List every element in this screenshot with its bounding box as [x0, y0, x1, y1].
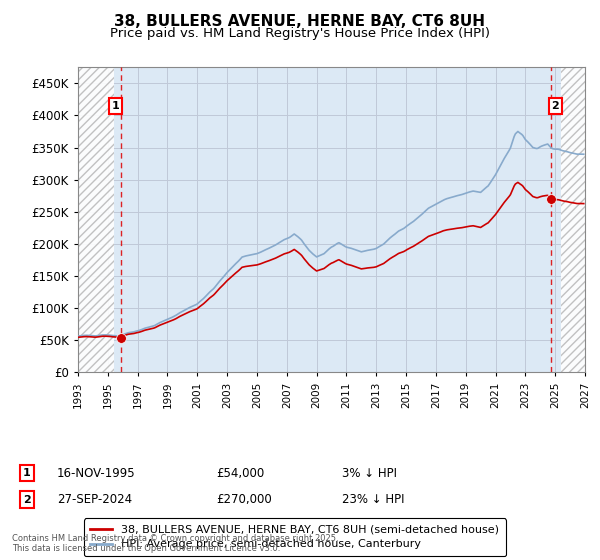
- Text: £270,000: £270,000: [216, 493, 272, 506]
- Text: Price paid vs. HM Land Registry's House Price Index (HPI): Price paid vs. HM Land Registry's House …: [110, 27, 490, 40]
- Text: 1: 1: [112, 101, 119, 111]
- Text: 38, BULLERS AVENUE, HERNE BAY, CT6 8UH: 38, BULLERS AVENUE, HERNE BAY, CT6 8UH: [115, 14, 485, 29]
- Text: 16-NOV-1995: 16-NOV-1995: [57, 466, 136, 480]
- Text: 1: 1: [23, 468, 31, 478]
- Text: Contains HM Land Registry data © Crown copyright and database right 2025.
This d: Contains HM Land Registry data © Crown c…: [12, 534, 338, 553]
- Text: 27-SEP-2024: 27-SEP-2024: [57, 493, 132, 506]
- Text: 2: 2: [551, 101, 559, 111]
- Text: £54,000: £54,000: [216, 466, 264, 480]
- Bar: [561, 67, 585, 372]
- Text: 2: 2: [23, 494, 31, 505]
- Text: 23% ↓ HPI: 23% ↓ HPI: [342, 493, 404, 506]
- Bar: [78, 67, 114, 372]
- Legend: 38, BULLERS AVENUE, HERNE BAY, CT6 8UH (semi-detached house), HPI: Average price: 38, BULLERS AVENUE, HERNE BAY, CT6 8UH (…: [83, 519, 506, 556]
- Text: 3% ↓ HPI: 3% ↓ HPI: [342, 466, 397, 480]
